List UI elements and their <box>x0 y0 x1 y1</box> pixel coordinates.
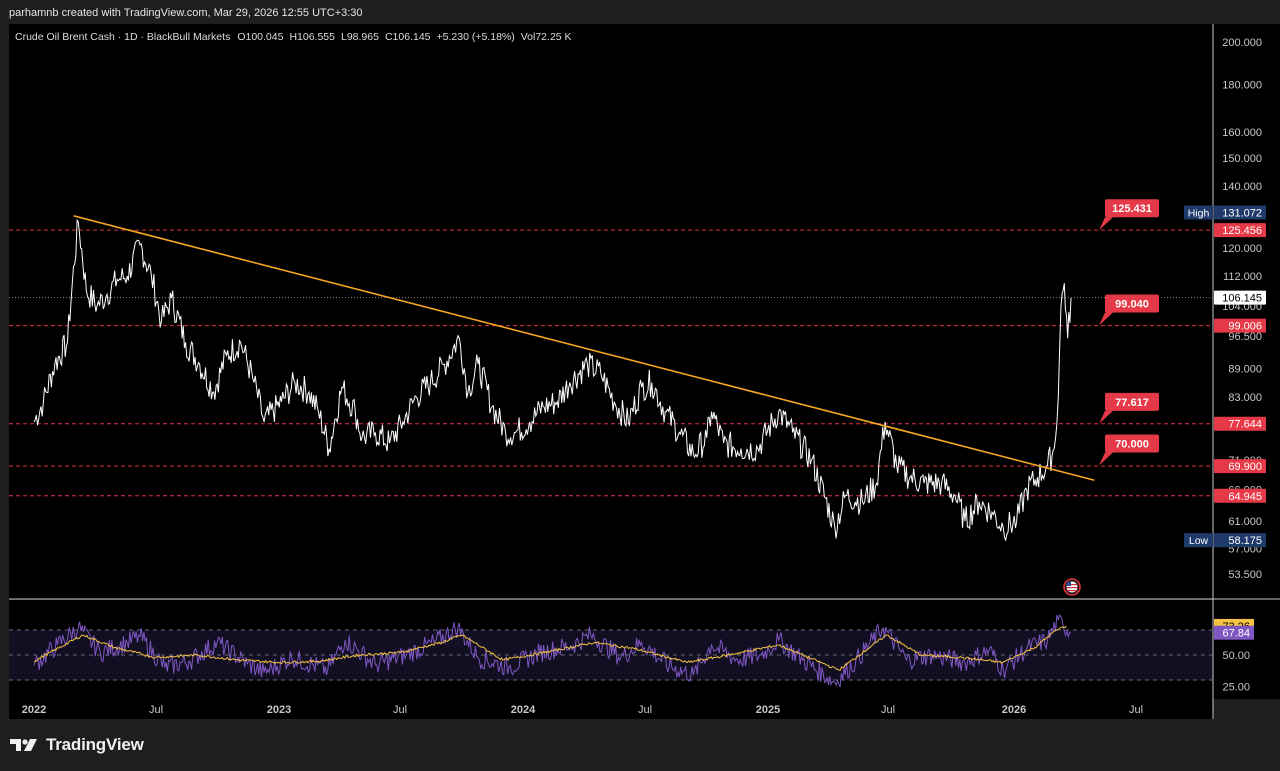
level-axis-badge <box>1214 488 1266 503</box>
price-tick-label: 200.000 <box>1222 37 1262 49</box>
horizontal-levels <box>9 229 1213 497</box>
legend-change: +5.230 (+5.18%) <box>437 31 515 43</box>
callout-pointer <box>1099 312 1113 326</box>
time-tick-label: Jul <box>393 704 407 716</box>
time-tick-label: Jul <box>881 704 895 716</box>
time-tick-label: Jul <box>149 704 163 716</box>
tradingview-logo[interactable]: TradingView <box>10 735 144 755</box>
header-caption: parhamnb created with TradingView.com, M… <box>9 7 363 19</box>
price-series-line <box>33 218 1072 542</box>
price-tick-label: 83.000 <box>1228 392 1262 404</box>
level-axis-badge <box>1214 318 1266 333</box>
time-axis-ticks: 2022 Jul 2023 Jul 2024 Jul 2025 Jul 2026 Jul <box>22 704 1143 716</box>
price-tick-label: 150.000 <box>1222 153 1262 165</box>
level-axis-text: 64.945 <box>1228 491 1262 503</box>
time-tick-label: 2026 <box>1002 704 1026 716</box>
extreme-tag-text: High <box>1188 207 1210 219</box>
level-axis-text: 69.900 <box>1228 461 1262 473</box>
rsi-ma-line <box>34 625 1067 671</box>
price-tick-label: 160.000 <box>1222 127 1262 139</box>
time-tick-label: 2025 <box>756 704 780 716</box>
current-price-text: 106.145 <box>1222 293 1262 305</box>
time-tick-label: Jul <box>1129 704 1143 716</box>
price-tick-label: 120.000 <box>1222 243 1262 255</box>
price-axis[interactable] <box>1213 24 1280 699</box>
legend-close: C106.145 <box>385 31 431 43</box>
price-tick-label: 89.000 <box>1228 364 1262 376</box>
chart-legend: Crude Oil Brent Cash · 1D · BlackBull Ma… <box>15 31 572 43</box>
extreme-axis-badge <box>1214 533 1266 548</box>
price-tick-label: 140.000 <box>1222 181 1262 193</box>
level-callouts[interactable]: 125.431 99.040 77.617 70.000 <box>1099 199 1159 466</box>
price-pane[interactable] <box>9 24 1213 599</box>
callout-pointer <box>1099 452 1113 466</box>
price-tick-label: 61.000 <box>1228 516 1262 528</box>
level-axis-text: 77.644 <box>1228 419 1262 431</box>
us-flag-icon[interactable] <box>1063 578 1081 596</box>
descending-trendline[interactable] <box>73 215 1095 481</box>
callout-text: 125.431 <box>1112 203 1152 215</box>
rsi-value-badge <box>1214 625 1254 640</box>
callout-box[interactable] <box>1105 199 1159 218</box>
rsi-tick-label: 50.00 <box>1222 650 1250 662</box>
rsi-value-text: 67.84 <box>1222 628 1250 640</box>
price-tick-label: 112.000 <box>1223 271 1262 283</box>
callout-text: 77.617 <box>1115 397 1149 409</box>
callout-box[interactable] <box>1105 434 1159 453</box>
time-tick-label: 2022 <box>22 704 46 716</box>
current-price-badge <box>1214 290 1266 305</box>
callout-text: 70.000 <box>1115 439 1149 451</box>
legend-symbol: Crude Oil Brent Cash · 1D · BlackBull Ma… <box>15 31 230 43</box>
level-axis-badge <box>1214 416 1266 431</box>
rsi-tick-label: 25.00 <box>1222 681 1250 693</box>
time-tick-label: 2023 <box>267 704 291 716</box>
callout-pointer <box>1099 410 1113 424</box>
time-tick-label: Jul <box>638 704 652 716</box>
legend-low: L98.965 <box>341 31 379 43</box>
rsi-guide-lines <box>9 629 1213 681</box>
level-axis-text: 125.456 <box>1222 225 1262 237</box>
time-axis[interactable] <box>9 699 1213 719</box>
time-tick-label: 2024 <box>511 704 536 716</box>
level-axis-badge <box>1214 223 1266 238</box>
price-tick-label: 53.500 <box>1228 569 1262 581</box>
legend-open: O100.045 <box>237 31 283 43</box>
extreme-axis-text: 131.072 <box>1222 207 1262 219</box>
price-axis-labels: 125.456 99.006 77.644 69.900 64.945 106.145 Hi… <box>1184 205 1266 548</box>
legend-high: H106.555 <box>289 31 335 43</box>
price-tick-label: 96.500 <box>1228 331 1262 343</box>
rsi-line <box>33 613 1071 688</box>
level-axis-badge <box>1214 459 1266 474</box>
extreme-tag <box>1184 205 1213 220</box>
extreme-tag-text: Low <box>1189 535 1209 547</box>
callout-pointer <box>1099 217 1113 231</box>
extreme-axis-text: 58.175 <box>1228 535 1262 547</box>
logo-text: TradingView <box>46 735 144 754</box>
extreme-axis-badge <box>1214 205 1266 220</box>
callout-box[interactable] <box>1105 294 1159 313</box>
price-tick-label: 180.000 <box>1222 80 1262 92</box>
legend-volume: Vol72.25 K <box>521 31 572 43</box>
callout-text: 99.040 <box>1115 299 1149 311</box>
tradingview-logo-icon <box>10 739 37 751</box>
snapshot-header: parhamnb created with TradingView.com, M… <box>0 0 1280 24</box>
callout-box[interactable] <box>1105 392 1159 411</box>
extreme-tag <box>1184 533 1213 548</box>
level-axis-text: 99.006 <box>1228 321 1262 333</box>
